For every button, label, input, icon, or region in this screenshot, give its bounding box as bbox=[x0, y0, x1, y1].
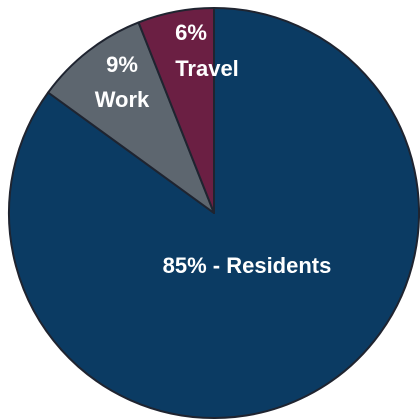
labels-layer: 85% - Residents 9% Work 6% Travel bbox=[95, 20, 332, 278]
slice-travel bbox=[137, 7, 215, 214]
slice-label-residents: 85% - Residents bbox=[163, 253, 332, 278]
slice-label-travel-name: Travel bbox=[175, 56, 239, 81]
slice-label-travel-percent: 6% bbox=[175, 20, 207, 45]
slice-label-work-name: Work bbox=[95, 87, 150, 112]
slice-label-work-percent: 9% bbox=[106, 52, 138, 77]
slices-layer bbox=[8, 7, 420, 419]
slice-work bbox=[47, 21, 215, 214]
